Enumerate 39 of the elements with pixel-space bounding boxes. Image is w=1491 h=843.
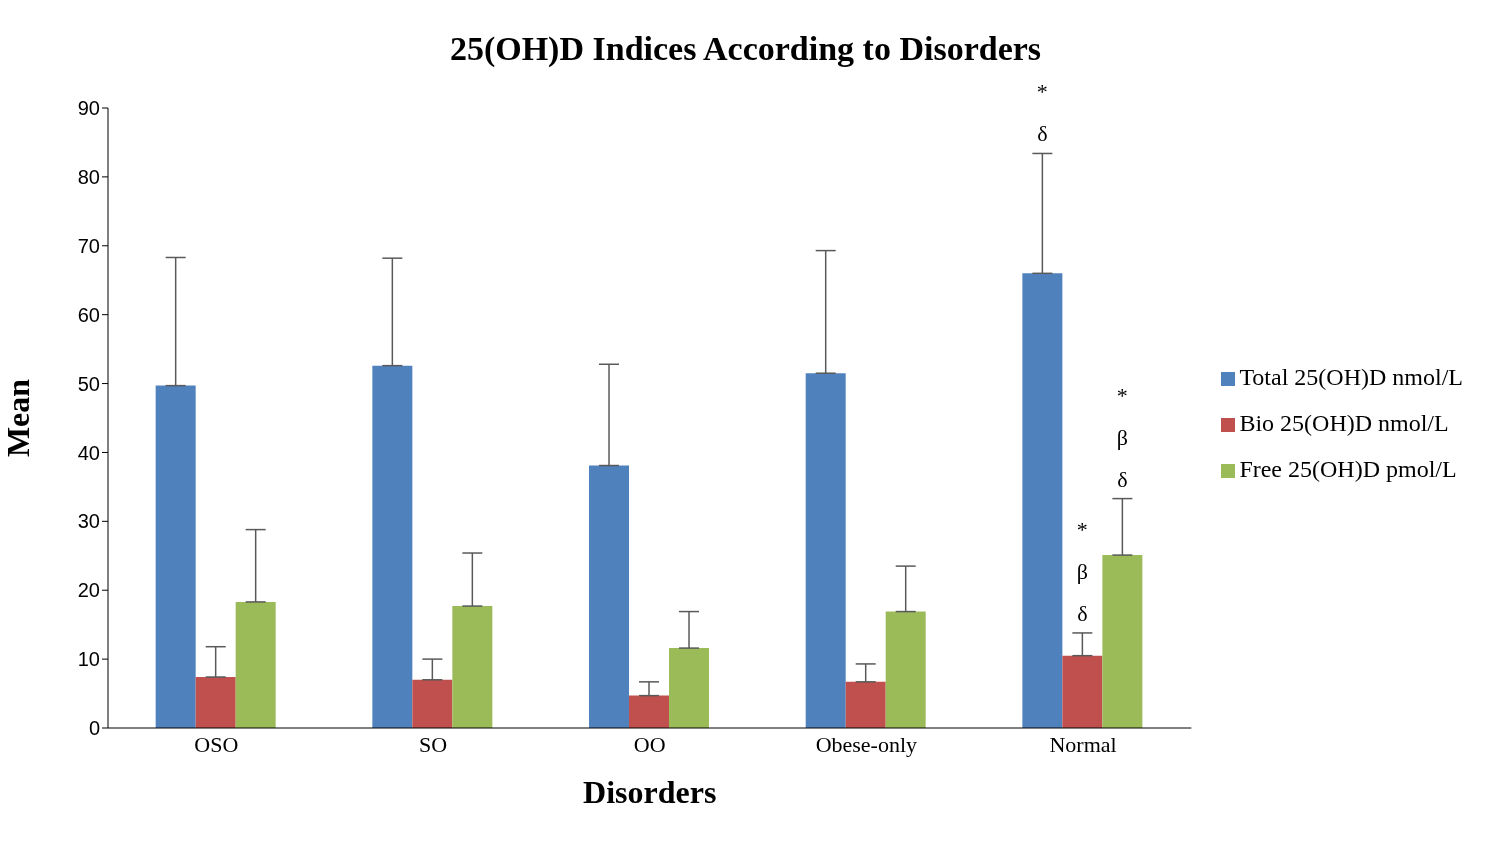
y-tick-label: 60 [77, 303, 100, 326]
bar [1062, 655, 1103, 728]
bar [1102, 555, 1143, 728]
x-tick-label: Obese-only [815, 731, 918, 757]
bar [452, 606, 493, 728]
x-tick-label: OO [633, 731, 666, 757]
bar [1022, 273, 1063, 728]
legend-label: Bio 25(OH)D nmol/L [1239, 410, 1449, 436]
chart-title: 25(OH)D Indices According to Disorders [448, 30, 1043, 68]
bar [372, 365, 413, 728]
y-tick-label: 50 [77, 372, 100, 395]
bar [669, 648, 710, 728]
y-tick-label: 70 [77, 234, 100, 257]
legend-label: Free 25(OH)D pmol/L [1239, 456, 1457, 482]
bar [845, 681, 886, 728]
bar [885, 611, 926, 728]
x-tick-label: OSO [194, 731, 239, 757]
y-tick-label: 80 [77, 165, 100, 188]
y-tick-label: 20 [77, 579, 100, 602]
annotation: * β δ [1076, 516, 1088, 626]
bar [235, 601, 276, 728]
y-tick-label: 40 [77, 441, 100, 464]
y-axis-title: Mean [0, 378, 37, 458]
bar [155, 385, 196, 728]
bar [805, 373, 846, 728]
y-tick-label: 0 [88, 717, 100, 740]
legend-label: Total 25(OH)D nmol/L [1239, 364, 1463, 390]
bar [589, 465, 630, 728]
x-tick-label: SO [418, 731, 448, 757]
bar [629, 695, 670, 728]
y-tick-label: 90 [77, 97, 100, 120]
annotation: * β δ [1116, 382, 1128, 492]
y-tick-label: 30 [77, 510, 100, 533]
annotation: * δ [1036, 79, 1048, 147]
x-tick-label: Normal [1049, 731, 1117, 757]
y-tick-label: 10 [77, 648, 100, 671]
x-axis-title: Disorders [583, 774, 717, 810]
bar [195, 677, 236, 728]
bar [412, 679, 453, 728]
